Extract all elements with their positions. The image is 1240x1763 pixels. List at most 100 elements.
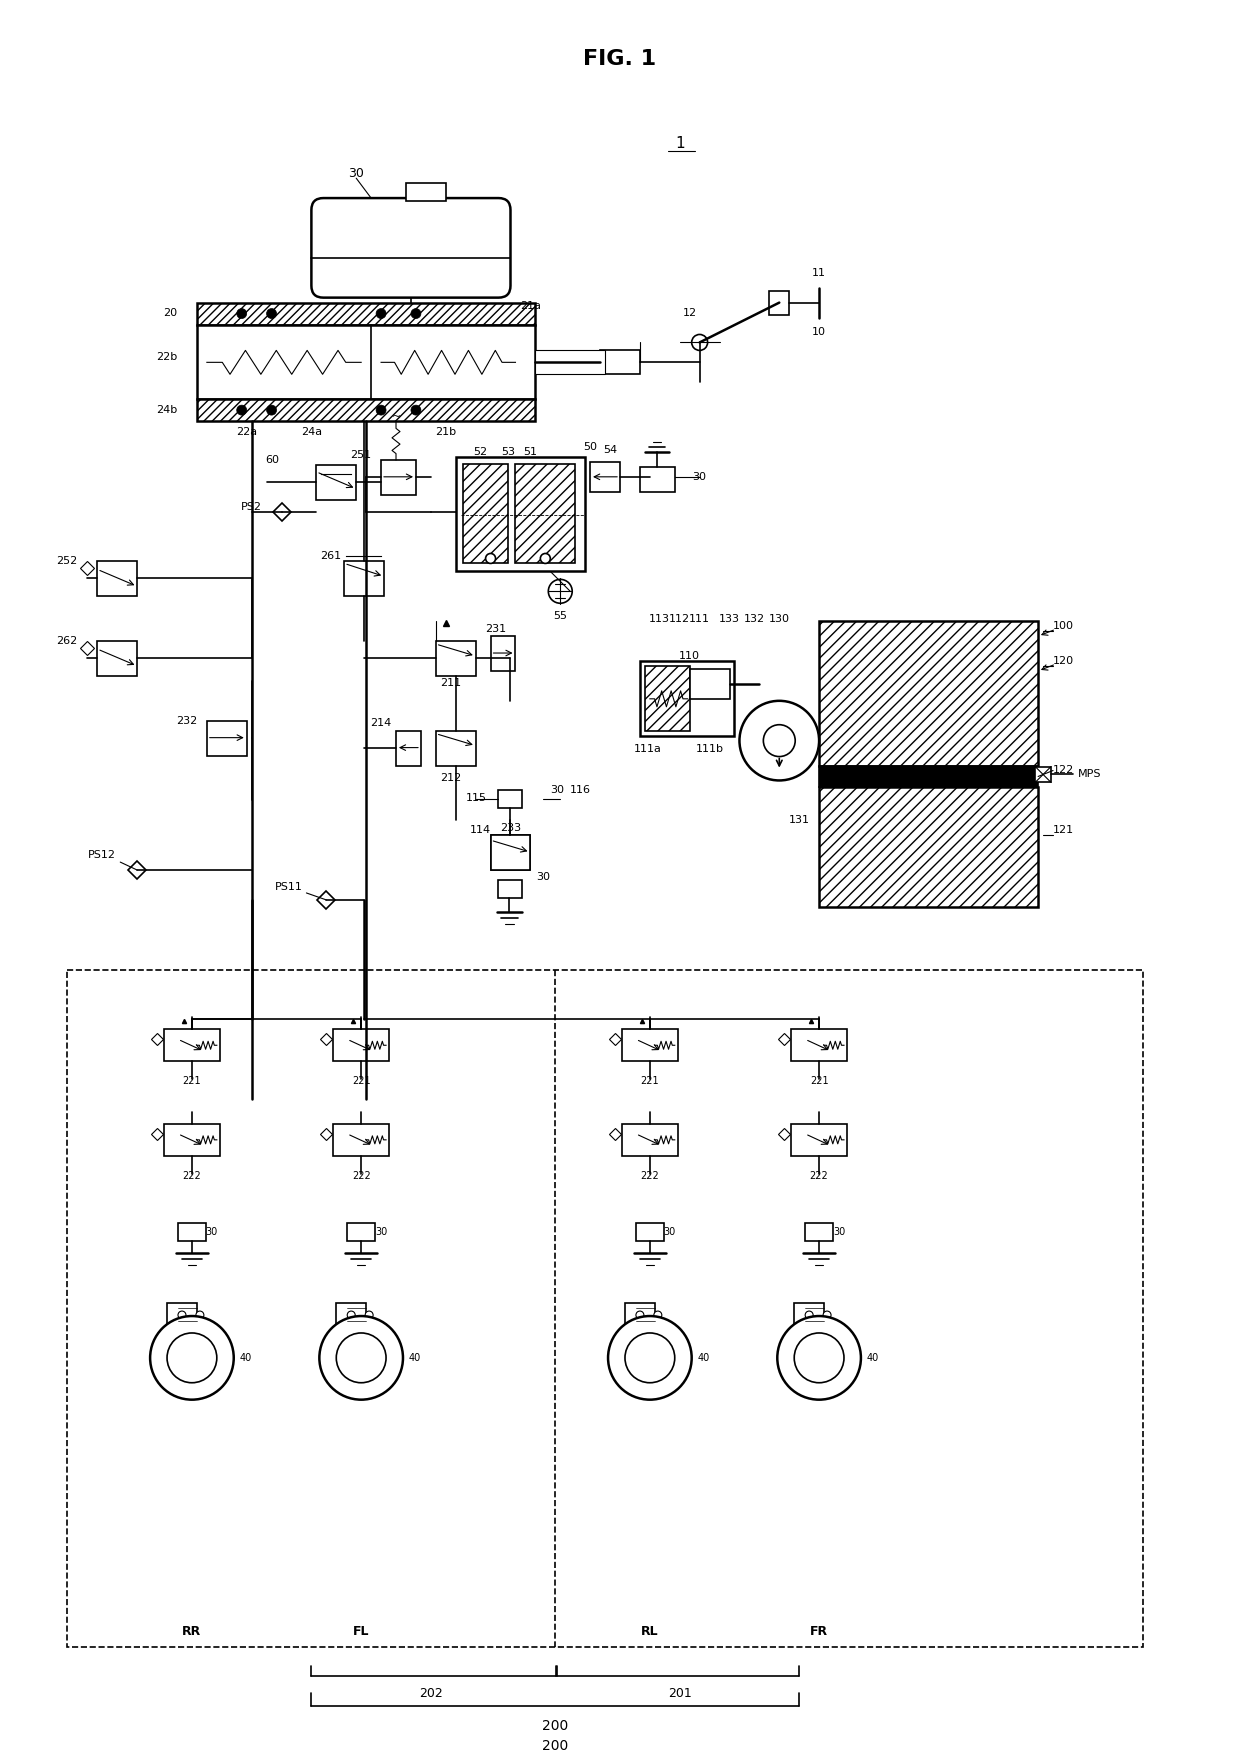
Text: MPS: MPS — [1078, 769, 1101, 779]
Bar — [197, 303, 536, 324]
Text: PS12: PS12 — [88, 850, 117, 860]
Text: 40: 40 — [698, 1352, 711, 1363]
Bar — [600, 351, 640, 374]
Text: RL: RL — [641, 1625, 658, 1638]
Bar — [456, 457, 585, 571]
Text: 10: 10 — [812, 328, 826, 337]
Bar — [334, 1030, 389, 1061]
Text: 231: 231 — [485, 624, 506, 635]
Bar — [622, 1030, 678, 1061]
Circle shape — [237, 309, 247, 319]
Text: 30: 30 — [693, 472, 707, 481]
Text: 30: 30 — [663, 1227, 676, 1238]
Text: 40: 40 — [409, 1352, 422, 1363]
Text: FL: FL — [353, 1625, 370, 1638]
Text: 21b: 21b — [435, 427, 456, 437]
Text: 30: 30 — [374, 1227, 387, 1238]
Text: 221: 221 — [641, 1075, 660, 1086]
Bar — [590, 462, 620, 492]
Bar — [98, 642, 138, 675]
Text: 222: 222 — [182, 1171, 201, 1181]
Text: 111: 111 — [689, 614, 711, 624]
Circle shape — [365, 1312, 373, 1319]
Text: 55: 55 — [553, 612, 567, 621]
Text: 30: 30 — [551, 785, 564, 795]
Text: 51: 51 — [523, 448, 537, 457]
Bar — [167, 1303, 197, 1328]
Text: 251: 251 — [350, 450, 371, 460]
Bar — [625, 1303, 655, 1328]
Text: 1: 1 — [675, 136, 684, 152]
Text: PS2: PS2 — [241, 502, 262, 511]
Text: 21a: 21a — [520, 301, 541, 310]
Text: 12: 12 — [683, 307, 697, 317]
Bar — [497, 790, 522, 807]
Text: 100: 100 — [1053, 621, 1074, 631]
Circle shape — [692, 335, 708, 351]
Bar — [435, 730, 476, 765]
Text: 133: 133 — [719, 614, 740, 624]
Bar — [197, 398, 536, 421]
Text: 211: 211 — [440, 679, 461, 688]
Circle shape — [764, 725, 795, 756]
Bar — [536, 351, 605, 374]
Text: 131: 131 — [789, 815, 810, 825]
Circle shape — [237, 405, 247, 414]
Circle shape — [653, 1312, 662, 1319]
Bar — [516, 464, 575, 564]
Circle shape — [410, 309, 420, 319]
Text: 233: 233 — [500, 823, 521, 834]
Text: 130: 130 — [769, 614, 790, 624]
Text: 120: 120 — [1053, 656, 1074, 666]
Text: 222: 222 — [810, 1171, 828, 1181]
Text: 110: 110 — [680, 651, 701, 661]
Text: 30: 30 — [206, 1227, 218, 1238]
Text: ~: ~ — [392, 413, 401, 421]
Text: 221: 221 — [182, 1075, 201, 1086]
Circle shape — [541, 554, 551, 564]
Text: 11: 11 — [812, 268, 826, 279]
Text: 50: 50 — [583, 443, 598, 451]
Bar — [622, 1123, 678, 1157]
Text: 232: 232 — [176, 716, 197, 726]
Text: 54: 54 — [603, 444, 618, 455]
Text: 40: 40 — [867, 1352, 879, 1363]
Text: FR: FR — [810, 1625, 828, 1638]
Circle shape — [267, 309, 277, 319]
Bar — [164, 1030, 219, 1061]
Bar — [334, 1123, 389, 1157]
Text: 22a: 22a — [236, 427, 257, 437]
Text: 122: 122 — [1053, 765, 1074, 776]
Bar — [345, 561, 384, 596]
Bar — [491, 836, 531, 871]
Bar — [491, 836, 531, 871]
Circle shape — [636, 1312, 644, 1319]
Bar — [67, 970, 1142, 1647]
Bar — [396, 730, 420, 765]
Circle shape — [376, 405, 386, 414]
Text: 202: 202 — [419, 1687, 443, 1700]
Text: 24a: 24a — [301, 427, 322, 437]
Text: 200: 200 — [542, 1719, 568, 1733]
Bar — [769, 291, 789, 314]
Bar — [820, 788, 1038, 906]
Text: 40: 40 — [239, 1352, 252, 1363]
Circle shape — [794, 1333, 844, 1382]
Circle shape — [376, 309, 386, 319]
Circle shape — [548, 580, 572, 603]
Text: 114: 114 — [470, 825, 491, 836]
Bar — [1035, 767, 1052, 783]
Bar — [207, 721, 247, 756]
Text: 30: 30 — [348, 167, 365, 180]
Bar — [640, 467, 675, 492]
Bar — [463, 464, 507, 564]
Circle shape — [823, 1312, 831, 1319]
Text: 262: 262 — [56, 636, 77, 645]
Bar — [347, 1224, 376, 1241]
Text: RR: RR — [182, 1625, 202, 1638]
Circle shape — [410, 405, 420, 414]
Bar — [645, 666, 689, 730]
Bar — [689, 668, 729, 698]
Text: 112: 112 — [670, 614, 691, 624]
Bar — [197, 324, 536, 398]
